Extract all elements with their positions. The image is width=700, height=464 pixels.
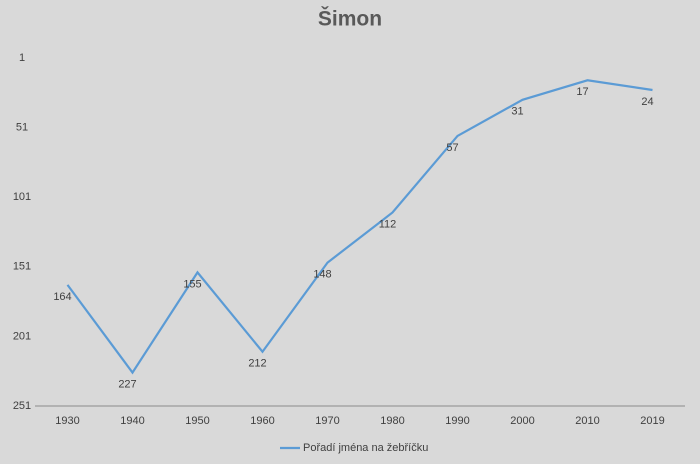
- x-tick-label: 1990: [445, 415, 469, 427]
- x-tick-label: 1930: [55, 415, 79, 427]
- data-label: 17: [576, 86, 588, 98]
- x-tick-label: 1940: [120, 415, 144, 427]
- data-label: 212: [248, 358, 266, 370]
- data-label: 227: [118, 378, 136, 390]
- y-tick-label: 201: [13, 330, 31, 342]
- x-tick-label: 2000: [510, 415, 534, 427]
- data-label: 57: [446, 142, 458, 154]
- y-tick-label: 251: [13, 400, 31, 412]
- x-tick-label: 2019: [640, 415, 664, 427]
- data-label: 155: [183, 278, 201, 290]
- data-label: 112: [379, 218, 397, 230]
- legend-label: Pořadí jména na žebříčku: [303, 442, 428, 454]
- x-tick-label: 2010: [575, 415, 599, 427]
- data-label: 148: [313, 269, 331, 281]
- x-tick-label: 1970: [315, 415, 339, 427]
- data-label: 164: [53, 291, 71, 303]
- x-tick-label: 1960: [250, 415, 274, 427]
- x-tick-label: 1950: [185, 415, 209, 427]
- y-tick-label: 1: [19, 52, 25, 64]
- line-series: [66, 79, 653, 375]
- chart-title: Šimon: [318, 7, 382, 31]
- y-tick-label: 51: [16, 122, 28, 134]
- x-tick-label: 1980: [380, 415, 404, 427]
- data-label: 31: [511, 106, 523, 118]
- y-tick-label: 101: [13, 191, 31, 203]
- y-tick-label: 151: [13, 261, 31, 273]
- data-label: 24: [641, 96, 653, 108]
